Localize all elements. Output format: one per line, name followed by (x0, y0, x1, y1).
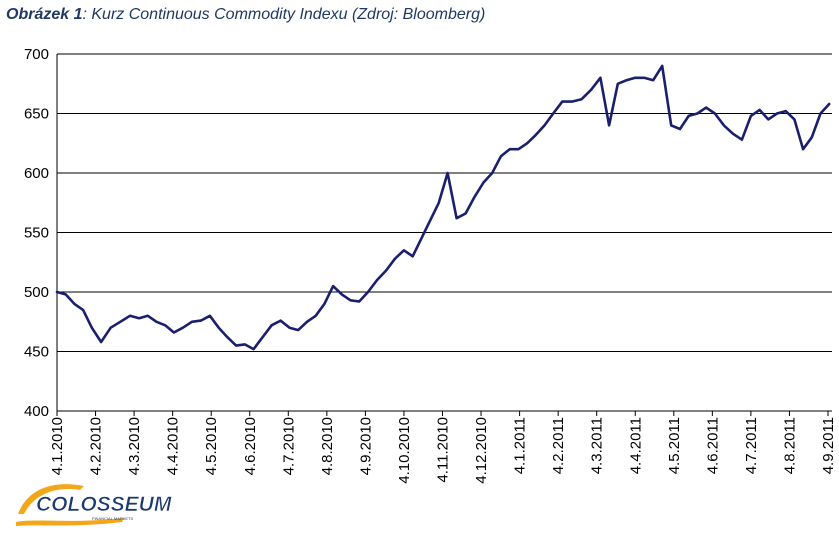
x-tick-label: 4.2.2011 (550, 417, 567, 474)
x-tick-label: 4.11.2010 (435, 417, 452, 483)
y-tick-label: 550 (24, 225, 49, 242)
series (55, 64, 831, 351)
y-tick-label: 500 (24, 284, 49, 301)
x-tick-label: 4.5.2011 (666, 417, 683, 474)
x-tick-label: 4.7.2010 (280, 417, 297, 475)
x-tick-label: 4.6.2010 (242, 417, 259, 475)
x-tick-label: 4.12.2010 (473, 417, 490, 484)
y-axis: 400 450 500 550 600 650 700 (24, 46, 58, 420)
y-tick-label: 400 (24, 403, 49, 420)
x-tick-label: 4.10.2010 (396, 417, 413, 484)
y-tick-label: 650 (24, 106, 49, 123)
caption-text: : Kurz Continuous Commodity Indexu (Zdro… (82, 6, 486, 23)
logo-wordmark: COLOSSEUM (36, 493, 172, 516)
x-tick-label: 4.4.2011 (627, 417, 644, 474)
chart-caption: Obrázek 1: Kurz Continuous Commodity Ind… (6, 6, 485, 24)
x-tick-label: 4.9.2010 (357, 417, 374, 475)
x-tick-label: 4.7.2011 (743, 417, 760, 474)
x-tick-label: 4.8.2010 (319, 417, 336, 475)
x-tick-label: 4.8.2011 (781, 417, 798, 474)
x-tick-label: 4.3.2011 (589, 417, 606, 474)
x-tick-label: 4.6.2011 (704, 417, 721, 474)
x-tick-label: 4.2.2010 (88, 417, 105, 475)
y-tick-label: 600 (24, 165, 49, 182)
x-tick-label: 4.4.2010 (165, 417, 182, 475)
x-tick-label: 4.1.2010 (49, 417, 66, 475)
x-tick-label: 4.9.2011 (820, 417, 837, 474)
y-tick-label: 700 (24, 46, 49, 63)
x-axis: 4.1.2010 4.2.2010 4.3.2010 4.4.2010 4.5.2010… (49, 410, 837, 484)
y-tick-label: 450 (24, 344, 49, 361)
x-tick-label: 4.5.2010 (203, 417, 220, 475)
gridlines (57, 53, 832, 352)
logo-tagline: FINANCIAL MARKETS (92, 516, 134, 521)
x-tick-label: 4.1.2011 (512, 417, 529, 474)
x-tick-label: 4.3.2010 (126, 417, 143, 475)
caption-label: Obrázek 1 (6, 6, 83, 23)
colosseum-logo: COLOSSEUM FINANCIAL MARKETS (14, 478, 184, 528)
series-line (55, 64, 831, 351)
